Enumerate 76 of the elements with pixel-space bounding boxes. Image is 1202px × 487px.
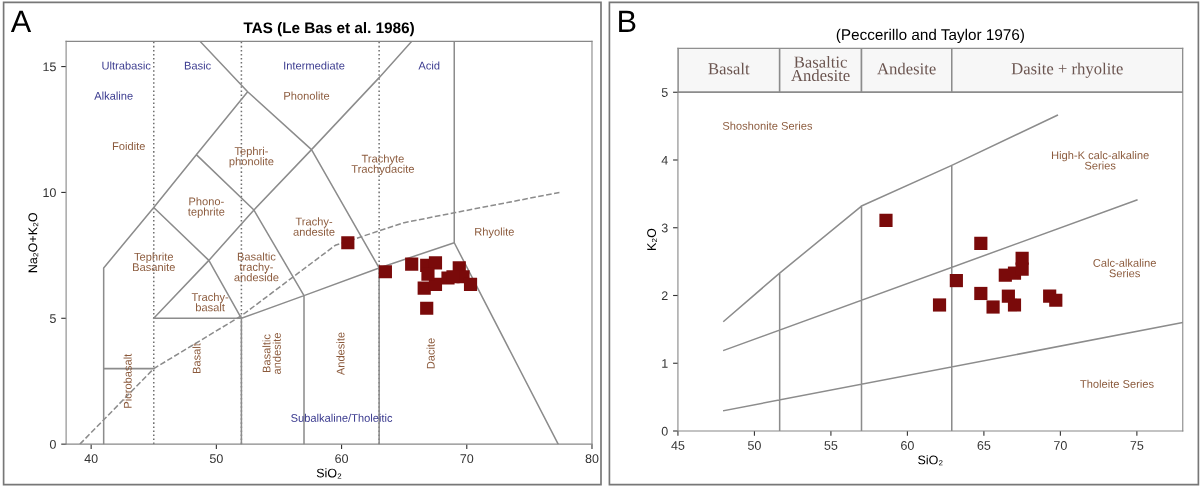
annotation: Acid xyxy=(418,61,440,70)
y-tick-label: 3 xyxy=(661,223,668,233)
annotation: Calc-alkaline Series xyxy=(1093,258,1156,278)
y-tick-label: 5 xyxy=(661,88,668,97)
band-label: Dasite + rhyolite xyxy=(1011,62,1123,78)
annotation: Alkaline xyxy=(94,91,133,100)
x-axis-title: SiO₂ xyxy=(316,468,342,479)
annotation: Foidite xyxy=(112,141,145,151)
chart-title: TAS (Le Bas et al. 1986) xyxy=(243,21,414,37)
annotation: Basalt xyxy=(192,343,201,374)
annotation: Subalkaline/Tholeitic xyxy=(291,413,393,422)
y-tick-label: 10 xyxy=(43,188,56,198)
band-label: Basalt xyxy=(708,62,750,75)
point xyxy=(949,274,963,288)
y-tick-label: 4 xyxy=(661,155,668,165)
point xyxy=(428,256,443,270)
x-tick-label: 55 xyxy=(824,441,838,450)
annotation: Phonolite xyxy=(284,91,330,100)
annotation: Tephri- phonolite xyxy=(229,146,274,168)
point xyxy=(1015,262,1029,276)
annotation: Tholeite Series xyxy=(1080,379,1154,388)
annotation: Basaltic andesite xyxy=(262,333,281,375)
point xyxy=(1049,293,1063,307)
x-tick-label: 60 xyxy=(335,454,349,464)
point xyxy=(420,301,434,315)
x-tick-label: 50 xyxy=(747,441,761,450)
x-tick-label: 45 xyxy=(671,441,685,450)
annotation: Shoshonite Series xyxy=(722,121,813,130)
point xyxy=(932,298,947,312)
text: B xyxy=(619,10,636,32)
annotation: Trachy- andesite xyxy=(293,217,335,236)
annotation: Trachyte Trachydacite xyxy=(351,154,414,176)
x-tick-label: 60 xyxy=(901,441,914,450)
point xyxy=(341,236,355,250)
x-tick-label: 80 xyxy=(585,454,599,464)
x-tick-label: 70 xyxy=(1054,441,1067,450)
point xyxy=(1007,298,1022,312)
band-label: Basaltic Andesite xyxy=(791,55,850,82)
annotation: Dacite xyxy=(426,338,435,369)
annotation: High-K calc-alkaline Series xyxy=(1051,151,1149,170)
x-tick-label: 65 xyxy=(977,441,991,450)
y-tick-label: 1 xyxy=(662,359,668,368)
x-tick-label: 75 xyxy=(1130,441,1144,450)
point xyxy=(974,236,988,250)
annotation: Rhyolite xyxy=(475,227,514,238)
annotation: Trachy- basalt xyxy=(191,292,229,312)
y-tick-label: 2 xyxy=(661,291,668,301)
y-tick-label: 0 xyxy=(49,439,56,449)
point xyxy=(446,270,460,284)
text: A xyxy=(10,10,32,32)
annotation: Basaltic trachy- andeside xyxy=(234,252,279,282)
chart-title: (Peccerillo and Taylor 1976) xyxy=(836,28,1024,44)
annotation: Ultrabasic xyxy=(102,61,151,70)
y-axis-title: Na₂O+K₂O xyxy=(28,212,39,273)
y-axis-title: K₂O xyxy=(647,228,657,251)
y-tick-label: 5 xyxy=(49,314,56,323)
annotation: Phono- tephrite xyxy=(187,197,225,218)
x-tick-label: 50 xyxy=(209,454,223,464)
band-label: Andesite xyxy=(877,62,936,75)
annotation: Tephrite Basanite xyxy=(133,252,175,272)
x-tick-label: 40 xyxy=(84,454,98,464)
point xyxy=(378,265,392,279)
annotation: Basic xyxy=(184,61,211,70)
annotation: Intermediate xyxy=(284,61,345,70)
point xyxy=(421,267,435,281)
y-tick-label: 0 xyxy=(661,426,668,436)
annotation: Picrobasalt xyxy=(123,353,132,408)
x-axis-title: SiO₂ xyxy=(918,455,943,466)
y-tick-label: 15 xyxy=(43,62,56,72)
point xyxy=(405,257,419,271)
point xyxy=(879,213,893,227)
point xyxy=(986,300,1000,314)
annotation: Andesite xyxy=(336,332,345,376)
point xyxy=(463,277,478,291)
point xyxy=(974,286,988,301)
x-tick-label: 70 xyxy=(460,454,474,464)
